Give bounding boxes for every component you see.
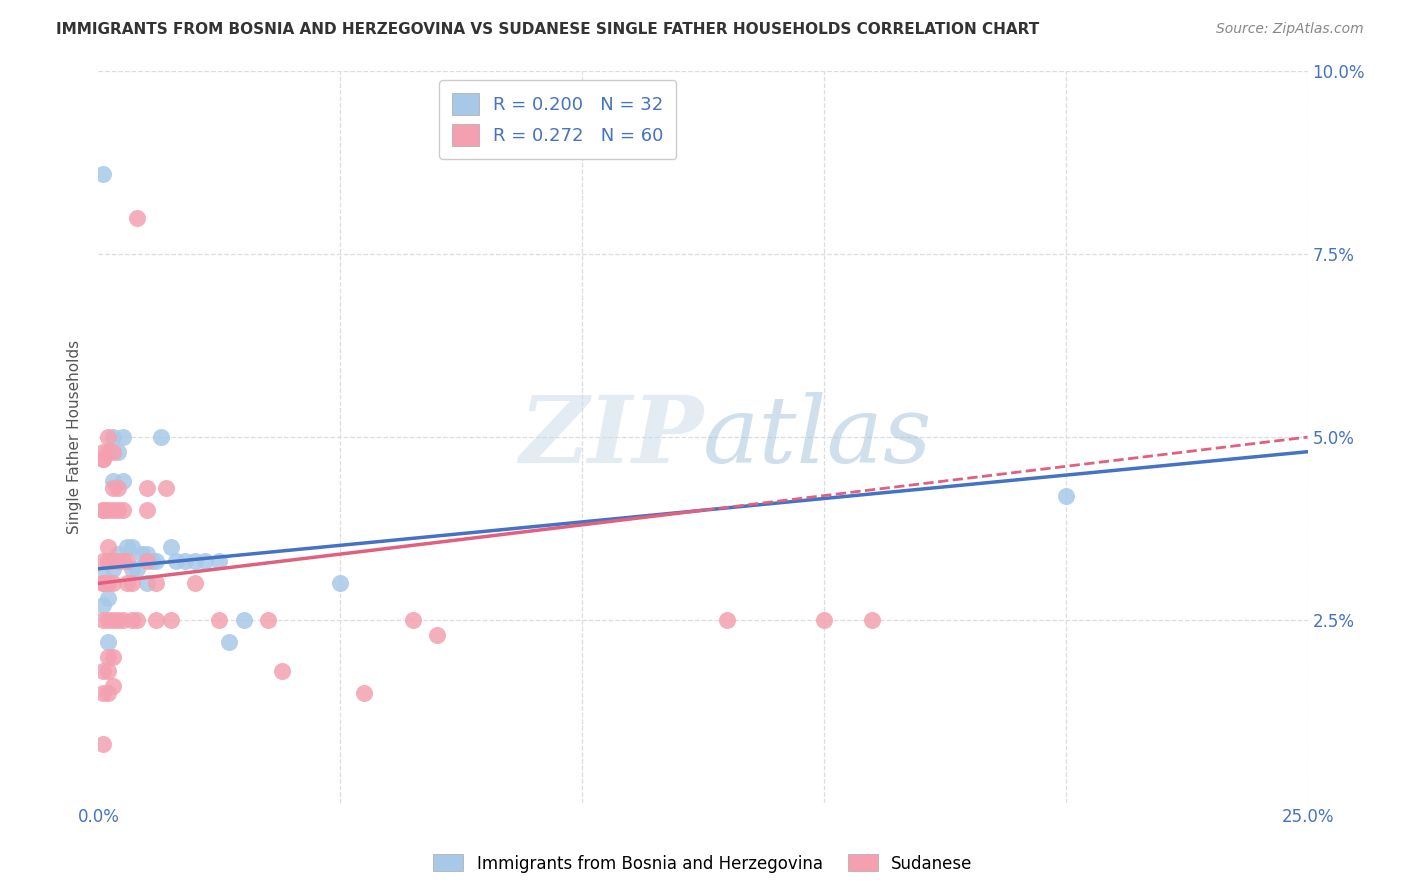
Point — [135, 576, 157, 591]
Point — [145, 613, 167, 627]
Point — [208, 613, 231, 627]
Point — [91, 569, 114, 583]
Point — [155, 481, 177, 495]
Point — [160, 613, 183, 627]
Point — [91, 554, 114, 568]
Point — [131, 547, 153, 561]
Point — [121, 613, 143, 627]
Point — [97, 444, 120, 458]
Point — [101, 649, 124, 664]
Point — [121, 576, 143, 591]
Point — [91, 686, 114, 700]
Point — [329, 576, 352, 591]
Point — [141, 554, 163, 568]
Point — [97, 540, 120, 554]
Point — [117, 576, 139, 591]
Point — [121, 540, 143, 554]
Point — [107, 444, 129, 458]
Point — [127, 613, 149, 627]
Point — [101, 430, 124, 444]
Point — [165, 554, 187, 568]
Point — [101, 613, 124, 627]
Point — [97, 613, 120, 627]
Legend: Immigrants from Bosnia and Herzegovina, Sudanese: Immigrants from Bosnia and Herzegovina, … — [427, 847, 979, 880]
Legend: R = 0.200   N = 32, R = 0.272   N = 60: R = 0.200 N = 32, R = 0.272 N = 60 — [439, 80, 676, 159]
Point — [256, 613, 278, 627]
Point — [101, 503, 124, 517]
Point — [111, 554, 134, 568]
Point — [111, 474, 134, 488]
Point — [107, 547, 129, 561]
Point — [426, 627, 449, 641]
Point — [117, 554, 139, 568]
Point — [232, 613, 254, 627]
Point — [111, 503, 134, 517]
Point — [135, 503, 157, 517]
Point — [97, 686, 120, 700]
Y-axis label: Single Father Households: Single Father Households — [67, 340, 83, 534]
Point — [101, 444, 124, 458]
Point — [145, 576, 167, 591]
Point — [150, 430, 173, 444]
Point — [91, 503, 114, 517]
Point — [91, 599, 114, 613]
Point — [353, 686, 375, 700]
Point — [91, 576, 114, 591]
Point — [135, 481, 157, 495]
Point — [91, 664, 114, 678]
Point — [860, 613, 883, 627]
Point — [107, 613, 129, 627]
Point — [174, 554, 197, 568]
Point — [127, 562, 149, 576]
Point — [107, 481, 129, 495]
Point — [121, 562, 143, 576]
Point — [101, 576, 124, 591]
Point — [194, 554, 217, 568]
Point — [813, 613, 835, 627]
Text: Source: ZipAtlas.com: Source: ZipAtlas.com — [1216, 22, 1364, 37]
Point — [101, 562, 124, 576]
Text: ZIP: ZIP — [519, 392, 703, 482]
Point — [184, 554, 207, 568]
Point — [91, 452, 114, 467]
Point — [101, 679, 124, 693]
Point — [111, 613, 134, 627]
Point — [127, 211, 149, 225]
Point — [97, 664, 120, 678]
Point — [271, 664, 294, 678]
Point — [91, 576, 114, 591]
Point — [716, 613, 738, 627]
Text: IMMIGRANTS FROM BOSNIA AND HERZEGOVINA VS SUDANESE SINGLE FATHER HOUSEHOLDS CORR: IMMIGRANTS FROM BOSNIA AND HERZEGOVINA V… — [56, 22, 1039, 37]
Point — [402, 613, 425, 627]
Point — [97, 649, 120, 664]
Point — [218, 635, 240, 649]
Point — [107, 554, 129, 568]
Point — [135, 554, 157, 568]
Point — [91, 503, 114, 517]
Point — [97, 503, 120, 517]
Point — [101, 481, 124, 495]
Point — [208, 554, 231, 568]
Point — [117, 540, 139, 554]
Point — [97, 635, 120, 649]
Point — [101, 554, 124, 568]
Point — [184, 576, 207, 591]
Text: atlas: atlas — [703, 392, 932, 482]
Point — [111, 430, 134, 444]
Point — [91, 444, 114, 458]
Point — [145, 554, 167, 568]
Point — [135, 547, 157, 561]
Point — [97, 554, 120, 568]
Point — [91, 452, 114, 467]
Point — [101, 474, 124, 488]
Point — [97, 576, 120, 591]
Point — [160, 540, 183, 554]
Point — [107, 503, 129, 517]
Point — [97, 430, 120, 444]
Point — [91, 613, 114, 627]
Point — [91, 737, 114, 751]
Point — [91, 167, 114, 181]
Point — [1054, 489, 1077, 503]
Point — [97, 591, 120, 605]
